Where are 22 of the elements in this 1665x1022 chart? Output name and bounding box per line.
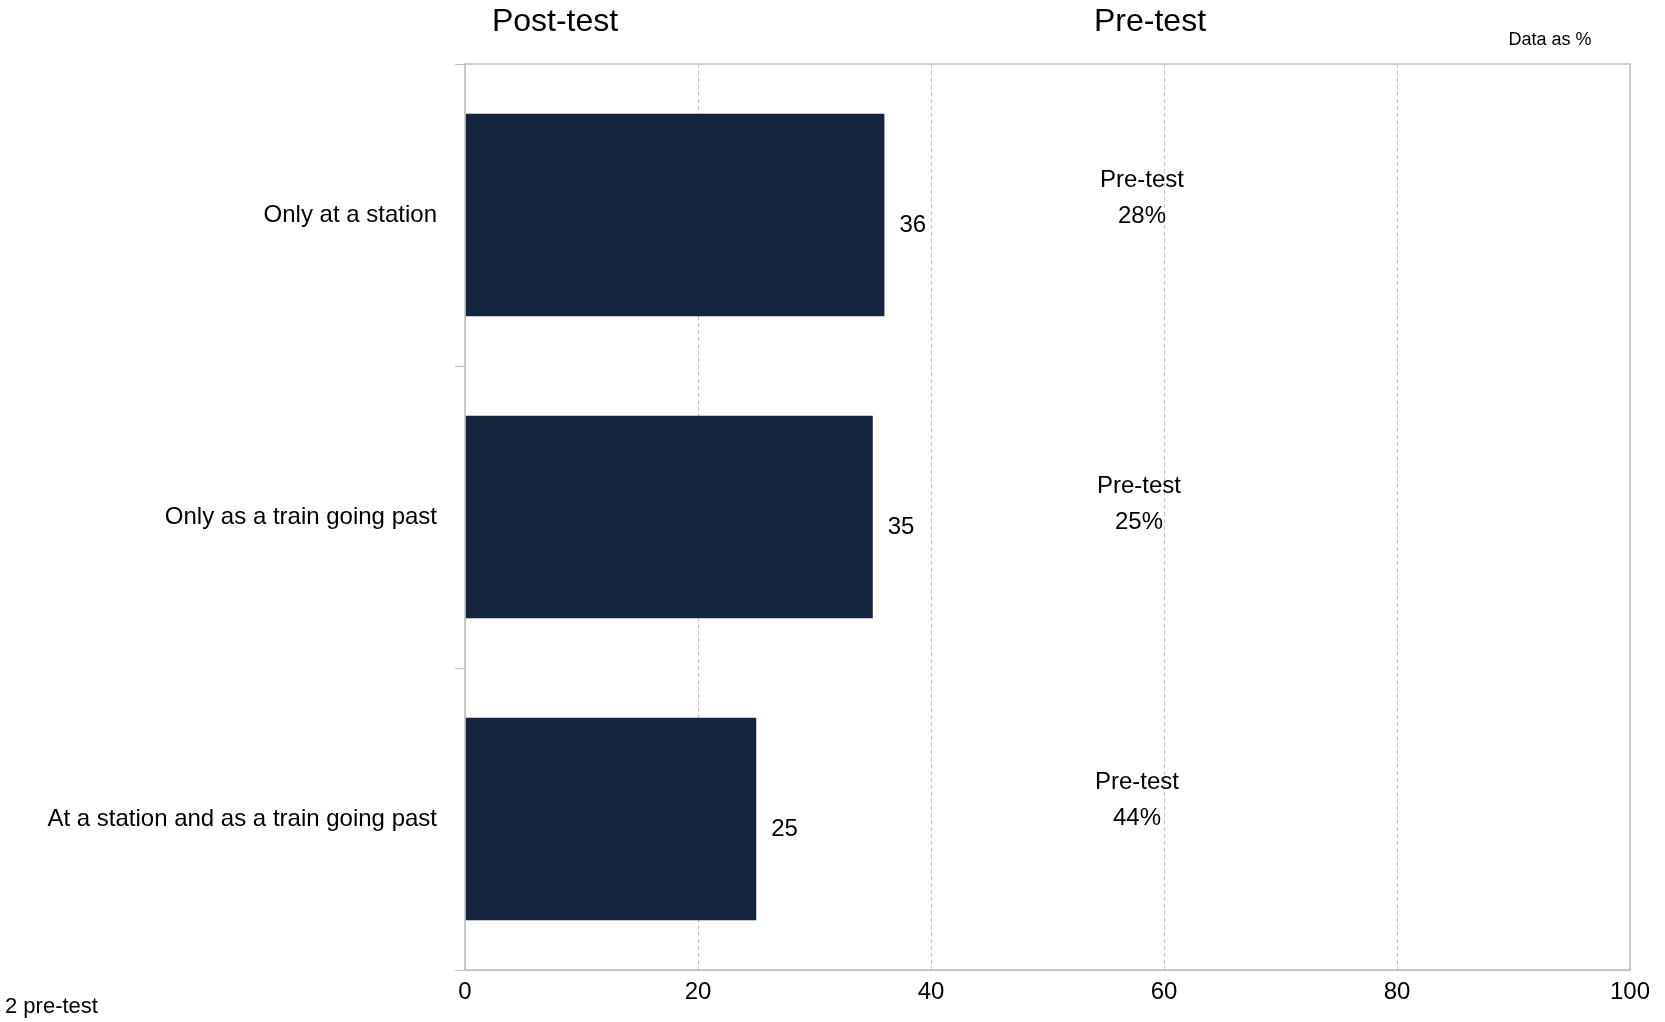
text: Data as % (1508, 28, 1592, 49)
text: Post-test (491, 1, 619, 38)
x-tick-label: 0 (458, 977, 472, 1005)
x-tick-label: 80 (1383, 977, 1411, 1005)
x-tick-label: 60 (1150, 977, 1178, 1005)
annotation: Pre-test 25% (1096, 470, 1182, 534)
annotation: Pre-test 28% (1099, 164, 1185, 228)
x-tick-label: 100 (1609, 977, 1651, 1005)
annotation: Pre-test 44% (1094, 766, 1180, 830)
bar (465, 415, 873, 619)
x-tick-label: 20 (684, 977, 712, 1005)
data-label: 25 (771, 813, 798, 841)
bar (465, 113, 885, 317)
data-label: 36 (899, 209, 927, 237)
y-tick-label: Only at a station (263, 199, 437, 227)
data-label: 35 (887, 511, 915, 539)
text: Pre-test (1093, 1, 1207, 38)
text: 2 pre-test (5, 993, 98, 1019)
y-tick-label: Only as a train going past (164, 501, 438, 529)
x-tick-label: 40 (917, 977, 945, 1005)
bar (465, 717, 757, 921)
y-tick-label: At a station and as a train going past (47, 803, 438, 831)
